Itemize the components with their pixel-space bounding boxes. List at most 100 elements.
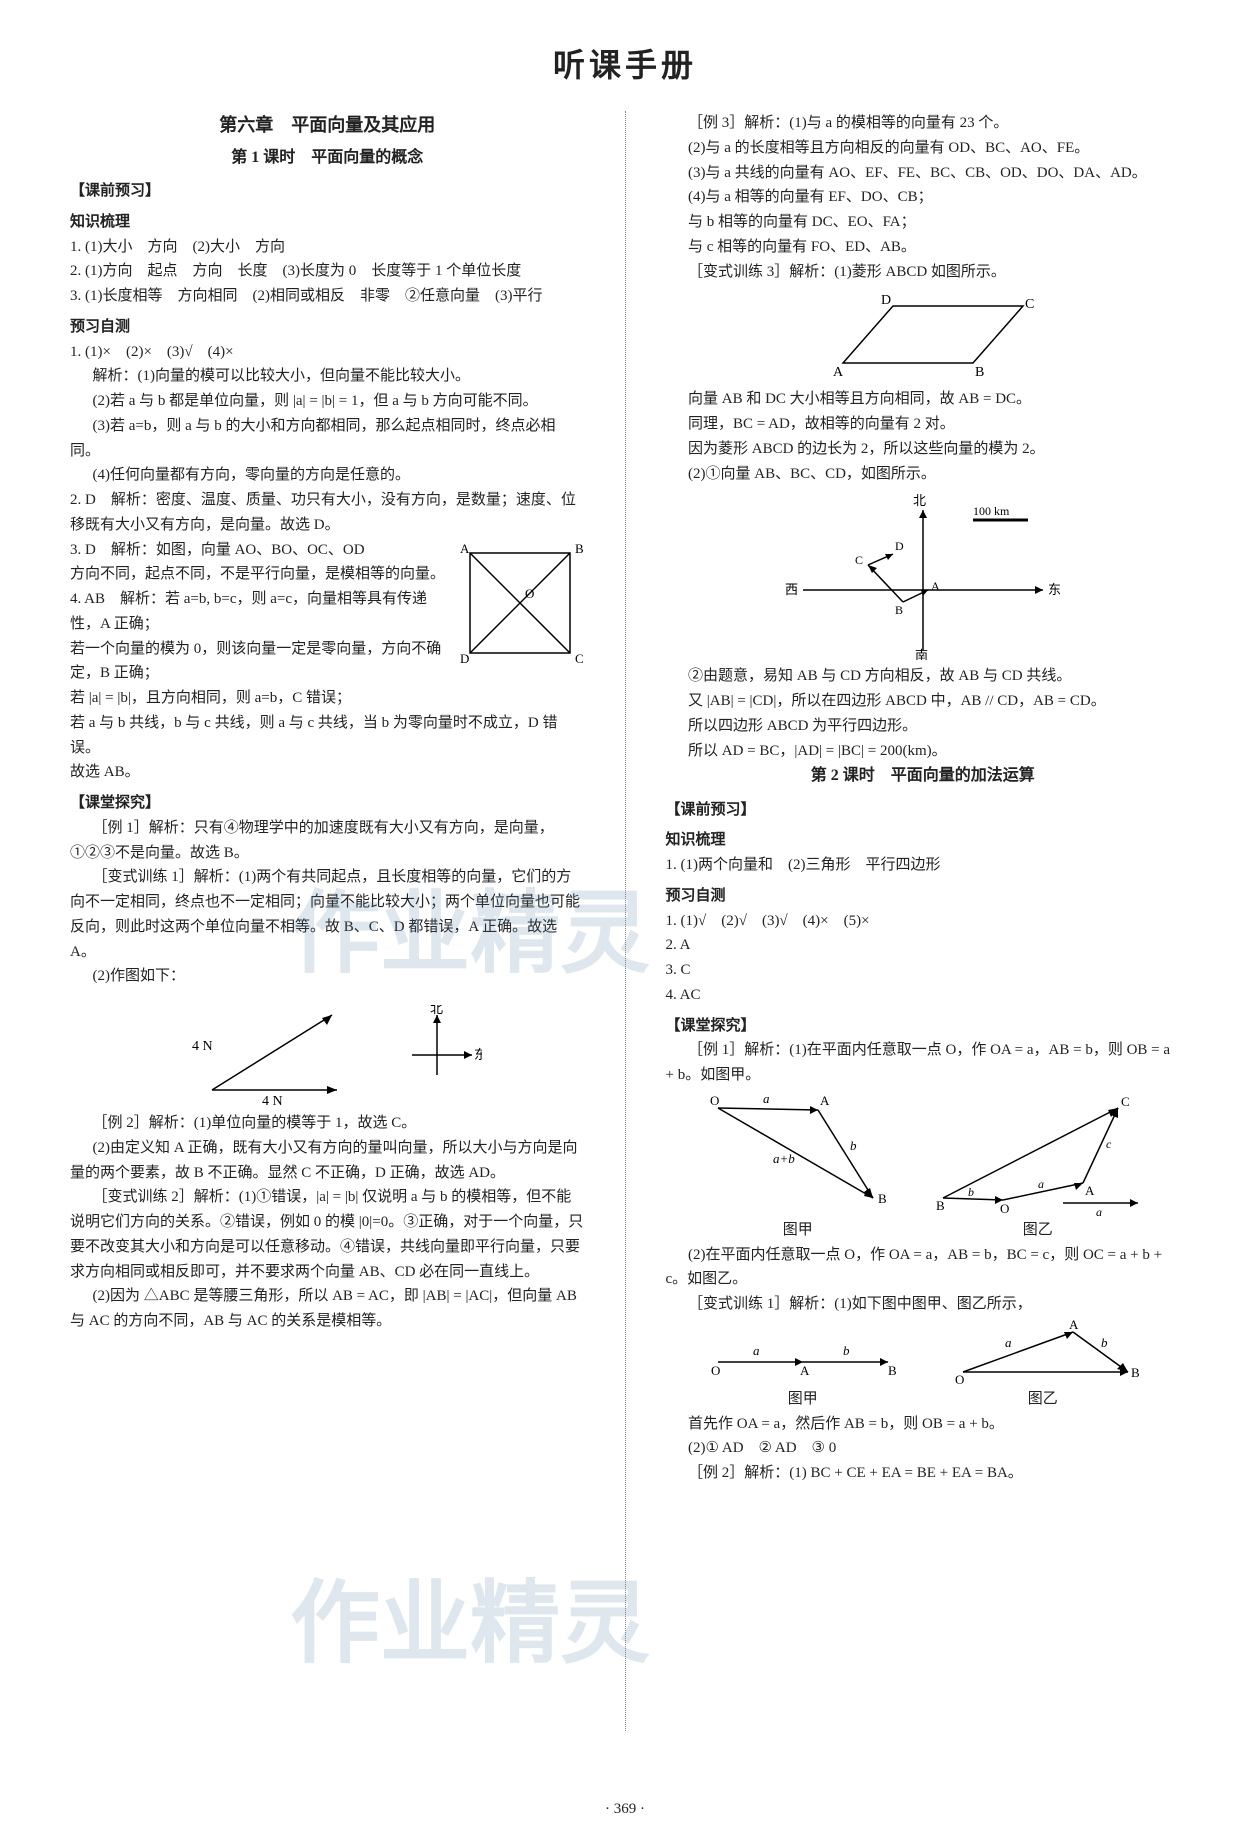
svg-text:B: B	[936, 1198, 945, 1213]
svg-text:b: b	[850, 1138, 857, 1153]
svg-text:东: 东	[1048, 582, 1061, 597]
text-line: (2)与 a 的长度相等且方向相反的向量有 OD、BC、AO、FE。	[666, 136, 1181, 161]
text-line: 3. (1)长度相等 方向相同 (2)相同或相反 非零 ②任意向量 (3)平行	[70, 284, 585, 309]
svg-text:a: a	[1038, 1177, 1044, 1191]
text-line: 若 a 与 b 共线，b 与 c 共线，则 a 与 c 共线，当 b 为零向量时…	[70, 711, 585, 761]
section-explore: 【课堂探究】	[70, 791, 585, 816]
text-line: 2. A	[666, 933, 1181, 958]
text-line: (2)若 a 与 b 都是单位向量，则 |a| = |b| = 1，但 a 与 …	[70, 389, 585, 414]
text-line: 2. D 解析：密度、温度、质量、功只有大小，没有方向，是数量；速度、位移既有大…	[70, 488, 585, 538]
text-line: 同理，BC = AD，故相等的向量有 2 对。	[666, 412, 1181, 437]
section-selftest: 预习自测	[70, 315, 585, 340]
svg-text:O: O	[711, 1363, 720, 1378]
page-number: · 369 ·	[0, 1801, 1250, 1818]
text-line: 与 c 相等的向量有 FO、ED、AB。	[666, 235, 1181, 260]
text-line: 解析：(1)向量的模可以比较大小，但向量不能比较大小。	[70, 364, 585, 389]
section-explore-2: 【课堂探究】	[666, 1014, 1181, 1039]
text-line: 首先作 OA = a，然后作 AB = b，则 OB = a + b。	[666, 1412, 1181, 1437]
svg-text:南: 南	[915, 648, 928, 660]
svg-text:B: B	[895, 603, 903, 617]
svg-text:C: C	[1025, 297, 1034, 312]
text-line: ［例 2］解析：(1)单位向量的模等于 1，故选 C。	[70, 1111, 585, 1136]
svg-text:O: O	[955, 1372, 964, 1387]
svg-text:C: C	[855, 553, 863, 567]
text-line: (2)由定义知 A 正确，既有大小又有方向的量叫向量，所以大小与方向是向量的两个…	[70, 1136, 585, 1186]
section-knowledge: 知识梳理	[70, 210, 585, 235]
svg-text:a: a	[753, 1343, 760, 1358]
text-line: ［例 1］解析：(1)在平面内任意取一点 O，作 OA = a，AB = b，则…	[666, 1038, 1181, 1088]
figure-square-diagonals: A B C D O	[455, 538, 585, 668]
text-line: 若 |a| = |b|，且方向相同，则 a=b，C 错误；	[70, 686, 585, 711]
text-line: 向量 AB 和 DC 大小相等且方向相同，故 AB = DC。	[666, 387, 1181, 412]
svg-text:北: 北	[913, 493, 926, 508]
svg-text:b: b	[968, 1185, 974, 1199]
text-line: 又 |AB| = |CD|，所以在四边形 ABCD 中，AB // CD，AB …	[666, 689, 1181, 714]
section-preview: 【课前预习】	[70, 179, 585, 204]
figure-label-yi-2: 图乙	[943, 1387, 1143, 1412]
svg-text:A: A	[833, 365, 844, 380]
section-knowledge-2: 知识梳理	[666, 828, 1181, 853]
svg-text:B: B	[1131, 1365, 1140, 1380]
text-line: ［变式训练 2］解析：(1)①错误，|a| = |b| 仅说明 a 与 b 的模…	[70, 1185, 585, 1284]
text-line: ［变式训练 3］解析：(1)菱形 ABCD 如图所示。	[666, 260, 1181, 285]
text-line: (3)与 a 共线的向量有 AO、EF、FE、BC、CB、OD、DO、DA、AD…	[666, 161, 1181, 186]
text-line: (3)若 a=b，则 a 与 b 的大小和方向都相同，那么起点相同时，终点必相同…	[70, 414, 585, 464]
figure-compass-map: 北 东 西 南 100 km B A C D	[773, 490, 1073, 660]
svg-text:D: D	[460, 651, 469, 666]
text-line: 故选 AB。	[70, 760, 585, 785]
text-line: ［变式训练 1］解析：(1)两个有共同起点，且长度相等的向量，它们的方向不一定相…	[70, 865, 585, 964]
svg-text:c: c	[1106, 1137, 1112, 1151]
svg-text:A: A	[1069, 1317, 1079, 1332]
text-line: 1. (1)× (2)× (3)√ (4)×	[70, 340, 585, 365]
text-line: 因为菱形 ABCD 的边长为 2，所以这些向量的模为 2。	[666, 437, 1181, 462]
text-line: 1. (1)大小 方向 (2)大小 方向	[70, 235, 585, 260]
svg-text:B: B	[975, 365, 984, 380]
text-line: 1. (1)√ (2)√ (3)√ (4)× (5)×	[666, 909, 1181, 934]
svg-text:B: B	[888, 1363, 897, 1378]
figure-label-yi: 图乙	[928, 1218, 1148, 1243]
left-column: 第六章 平面向量及其应用 第 1 课时 平面向量的概念 【课前预习】 知识梳理 …	[70, 111, 585, 1731]
lesson-heading-2: 第 2 课时 平面向量的加法运算	[666, 763, 1181, 789]
text-line: ［变式训练 1］解析：(1)如下图中图甲、图乙所示，	[666, 1292, 1181, 1317]
svg-text:b: b	[1101, 1335, 1108, 1350]
text-line: (2)作图如下：	[70, 964, 585, 989]
svg-text:4 N: 4 N	[262, 1094, 283, 1105]
text-line: ②由题意，易知 AB 与 CD 方向相反，故 AB 与 CD 共线。	[666, 664, 1181, 689]
text-line: (2)因为 △ABC 是等腰三角形，所以 AB = AC，即 |AB| = |A…	[70, 1284, 585, 1334]
svg-text:北: 北	[430, 1005, 443, 1016]
svg-text:A: A	[460, 541, 470, 556]
figure-rhombus: A B C D	[793, 288, 1053, 383]
svg-text:a: a	[763, 1091, 770, 1106]
svg-text:B: B	[878, 1191, 887, 1206]
text-line: (2)① AD ② AD ③ 0	[666, 1436, 1181, 1461]
figure-force-compass: 4 N 4 N 北 东	[70, 995, 585, 1105]
svg-text:O: O	[710, 1093, 719, 1108]
figure-vector-add: a b O A B a+b 图甲	[666, 1088, 1181, 1243]
text-line: (4)任何向量都有方向，零向量的方向是任意的。	[70, 463, 585, 488]
svg-text:C: C	[575, 651, 584, 666]
svg-text:O: O	[1000, 1201, 1009, 1216]
column-divider	[625, 111, 626, 1731]
right-column: ［例 3］解析：(1)与 a 的模相等的向量有 23 个。 (2)与 a 的长度…	[666, 111, 1181, 1731]
svg-text:A: A	[820, 1093, 830, 1108]
svg-text:C: C	[1121, 1094, 1130, 1109]
svg-text:A: A	[931, 579, 940, 593]
svg-text:100 km: 100 km	[973, 504, 1010, 518]
svg-text:D: D	[895, 539, 904, 553]
svg-text:B: B	[575, 541, 584, 556]
text-line: 所以四边形 ABCD 为平行四边形。	[666, 714, 1181, 739]
svg-text:a: a	[1005, 1335, 1012, 1350]
svg-text:a: a	[1096, 1205, 1102, 1218]
figure-label-jia: 图甲	[698, 1218, 898, 1243]
svg-text:b: b	[843, 1343, 850, 1358]
text-line: 2. (1)方向 起点 方向 长度 (3)长度为 0 长度等于 1 个单位长度	[70, 259, 585, 284]
svg-text:D: D	[881, 293, 891, 308]
svg-text:东: 东	[474, 1047, 482, 1062]
svg-text:O: O	[525, 586, 534, 601]
lesson-heading: 第 1 课时 平面向量的概念	[70, 145, 585, 171]
text-line: 所以 AD = BC，|AD| = |BC| = 200(km)。	[666, 739, 1181, 764]
svg-text:4 N: 4 N	[192, 1039, 213, 1054]
text-line: 与 b 相等的向量有 DC、EO、FA；	[666, 210, 1181, 235]
text-line: 4. AC	[666, 983, 1181, 1008]
text-line: (2)①向量 AB、BC、CD，如图所示。	[666, 462, 1181, 487]
